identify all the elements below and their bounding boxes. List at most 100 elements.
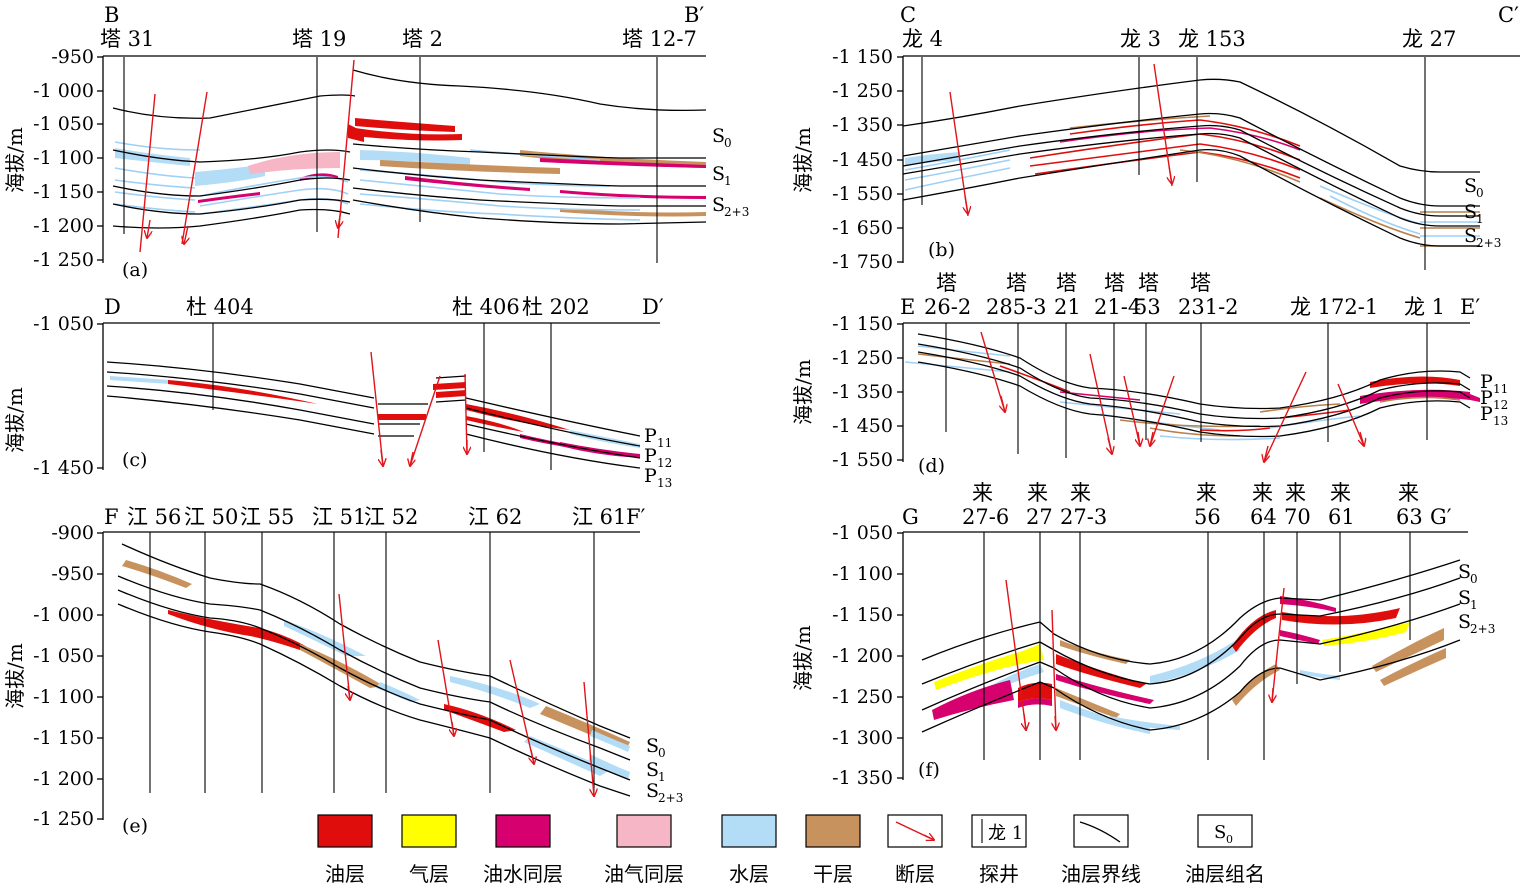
- water-thin-layers: [904, 149, 1480, 237]
- panel-e: F 江 56 江 50 江 55 江 51 江 52 江 62 江 61 F′ …: [3, 505, 683, 837]
- oil-layer: [433, 382, 466, 390]
- oil-water-layer: [560, 190, 706, 199]
- layer-group-sub: 12: [657, 456, 672, 470]
- y-axis-title: 海拔/m: [3, 127, 27, 193]
- legend-group-sample: S: [1214, 822, 1226, 843]
- y-axis-title: 海拔/m: [3, 387, 27, 453]
- legend-well-sample: 龙 1: [988, 823, 1023, 844]
- panel-c: D D′ 杜 404 杜 406 杜 202 -1 050 -1 450 海拔/…: [3, 295, 672, 490]
- well-label: 江 51: [312, 505, 366, 529]
- y-tick-label: -1 200: [33, 768, 94, 790]
- layer-group-label: S: [1458, 561, 1471, 583]
- oil-water-layer: [300, 173, 338, 181]
- oil-gas-layer: [248, 152, 340, 174]
- y-tick-label: -900: [51, 522, 94, 544]
- panel-tag: (e): [122, 815, 148, 837]
- layer-group-label: S: [712, 194, 725, 216]
- dry-layer: [300, 644, 384, 688]
- y-tick-label: -1 650: [832, 217, 893, 239]
- faults: [370, 351, 467, 466]
- oil-water-layer: [560, 442, 640, 458]
- oil-water-layer: [1360, 389, 1470, 404]
- water-layer: [450, 676, 540, 708]
- well-label: 杜 404: [186, 295, 254, 319]
- well-label: 塔: [936, 271, 957, 295]
- well-label: 来: [1252, 481, 1273, 505]
- y-tick-label: -1 450: [832, 415, 893, 437]
- legend-label: 油水同层: [483, 862, 563, 886]
- legend: 龙 1 S 0 油层 气层 油水同层 油气同层 水层 干层 断层 探井 油层界线…: [317, 814, 1265, 886]
- y-tick-label: -1 050: [832, 522, 893, 544]
- layer-group-label: P: [644, 465, 657, 487]
- y-tick-label: -1 250: [832, 686, 893, 708]
- oil-layer: [466, 404, 570, 430]
- water-layer: [588, 754, 630, 780]
- layer-group-label: S: [646, 759, 659, 781]
- exploration-wells: [983, 532, 1411, 760]
- layer-boundaries: [112, 69, 707, 229]
- oil-layer: [355, 128, 462, 141]
- y-tick-label: -1 150: [33, 181, 94, 203]
- well-label: 63: [1396, 505, 1423, 529]
- layer-group-sub: 0: [724, 136, 732, 150]
- y-axis-title: 海拔/m: [791, 359, 815, 425]
- y-tick-label: -1 350: [832, 381, 893, 403]
- well-label: 64: [1250, 505, 1277, 529]
- layer-group-label: S: [646, 780, 659, 802]
- thin-layers: [904, 345, 1461, 441]
- well-label: 来: [972, 481, 993, 505]
- section-end-label: G′: [1430, 505, 1452, 529]
- water-layer: [360, 150, 470, 166]
- well-label: 塔 31: [100, 27, 154, 51]
- faults: [338, 593, 594, 796]
- y-tick-label: -1 150: [832, 313, 893, 335]
- y-tick-label: -1 250: [832, 347, 893, 369]
- well-label: 27-3: [1060, 505, 1107, 529]
- layer-group-label: S: [1464, 201, 1477, 223]
- oil-water-layer: [540, 158, 706, 168]
- oil-water-layer: [1018, 698, 1052, 708]
- oil-water-layer: [1280, 596, 1336, 612]
- legend-swatch-group-name: [1197, 814, 1253, 848]
- y-tick-label: -1 150: [832, 604, 893, 626]
- well-label: 龙 27: [1402, 27, 1456, 51]
- legend-swatch-dry: [805, 814, 861, 848]
- y-tick-label: -1 000: [33, 80, 94, 102]
- y-tick-label: -1 450: [832, 149, 893, 171]
- layer-group-label: P: [1480, 403, 1493, 425]
- well-label: 来: [1330, 481, 1351, 505]
- oil-layer: [466, 416, 524, 432]
- y-tick-label: -1 050: [33, 113, 94, 135]
- water-layer: [905, 152, 960, 166]
- section-end-label: C′: [1498, 3, 1519, 27]
- layer-boundaries: [106, 361, 641, 469]
- y-tick-label: -950: [51, 563, 94, 585]
- layer-group-sub: 2+3: [658, 791, 683, 805]
- panel-tag: (c): [122, 449, 147, 471]
- layer-group-label: S: [712, 163, 725, 185]
- legend-swatch-oil-gas: [616, 814, 672, 848]
- y-tick-label: -1 050: [33, 645, 94, 667]
- legend-label: 气层: [409, 862, 449, 886]
- dry-layer: [1056, 688, 1120, 718]
- layer-group-label: P: [1480, 371, 1493, 393]
- y-tick-label: -1 100: [832, 563, 893, 585]
- y-tick-label: -1 150: [33, 727, 94, 749]
- water-layer: [195, 164, 265, 186]
- exploration-wells: [149, 532, 595, 793]
- y-tick-label: -1 550: [832, 449, 893, 471]
- section-start-label: C: [900, 3, 916, 27]
- well-label: 杜 202: [522, 295, 590, 319]
- fault-arrow: [923, 835, 934, 840]
- section-end-label: F′: [626, 505, 646, 529]
- oil-layer: [436, 390, 466, 398]
- gas-layer: [1322, 622, 1410, 646]
- well-label: 塔 2: [402, 27, 443, 51]
- well-label: 塔: [1104, 271, 1125, 295]
- well-label: 27-6: [962, 505, 1009, 529]
- well-label: 231-2: [1178, 295, 1239, 319]
- oil-layer: [348, 124, 364, 142]
- oil-water-layer: [405, 176, 530, 191]
- layer-group-sub: 0: [658, 746, 666, 760]
- well-label: 塔 19: [292, 27, 346, 51]
